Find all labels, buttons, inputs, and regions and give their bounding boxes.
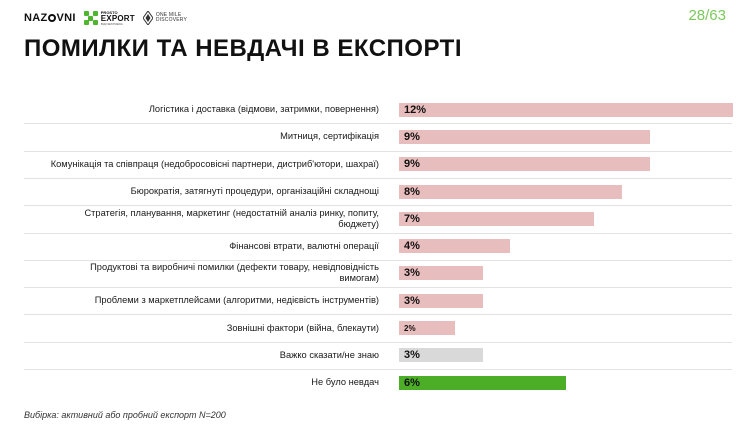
bar (399, 157, 650, 172)
data-label: 3% (404, 294, 420, 307)
data-label: 8% (404, 185, 420, 198)
category-label: Митниця, сертифікація (280, 131, 379, 142)
export-logo-line1: PROSTO (100, 9, 118, 15)
data-label: 9% (404, 130, 420, 143)
row-separator (24, 287, 732, 289)
row-separator (24, 259, 732, 261)
page-number: 28/63 (688, 7, 726, 24)
export-mark-icon (83, 11, 98, 25)
sample-footnote: Вибірка: активний або пробний експорт N=… (24, 410, 226, 420)
category-label: Комунікація та співпраця (недобросовісні… (50, 158, 379, 169)
bar (399, 239, 511, 254)
row-separator (24, 314, 732, 316)
category-label: Логістика і доставка (відмови, затримки,… (148, 104, 379, 115)
data-label: 4% (404, 240, 420, 253)
prosto-export-logo: PROSTO EXPORT ВІД NESTREDA (83, 9, 135, 26)
bar (399, 129, 650, 144)
discovery-logo-line1: ONE MILE (155, 11, 182, 18)
row-separator (24, 232, 732, 234)
data-label: 6% (404, 376, 420, 389)
row-separator (24, 150, 732, 152)
category-label: Фінансові втрати, валютні операції (229, 240, 379, 251)
row-separator (24, 177, 732, 179)
nazovni-logo: NAZ VNI (24, 12, 76, 24)
discovery-logo-line2: DISCOVERY (155, 17, 188, 23)
data-label: 9% (404, 158, 420, 171)
data-label: 12% (404, 103, 427, 116)
page-title: ПОМИЛКИ ТА НЕВДАЧІ В ЕКСПОРТІ (24, 35, 462, 62)
bar (399, 211, 594, 226)
bar-chart: Логістика і доставка (відмови, затримки,… (0, 96, 750, 396)
export-logo-line2: EXPORT (100, 13, 135, 23)
row-separator (24, 123, 732, 125)
bar (399, 293, 483, 308)
category-label: Стратегія, планування, маркетинг (недост… (84, 207, 379, 229)
nazovni-logo-o-icon (48, 14, 57, 22)
category-label: Зовнішні фактори (війна, блекаути) (226, 322, 379, 333)
bar (399, 266, 483, 281)
bar (399, 375, 566, 390)
header: NAZ VNI PROSTO EXPORT ВІД NESTREDA ONE MI… (24, 8, 187, 28)
nazovni-logo-part2: VNI (56, 12, 76, 24)
category-label: Проблеми з маркетплейсами (алгоритми, не… (94, 295, 379, 306)
category-label: Продуктові та виробничі помилки (дефекти… (90, 262, 379, 284)
discovery-logo: ONE MILE DISCOVERY (142, 11, 188, 25)
data-label: 3% (404, 267, 420, 280)
bar (399, 184, 622, 199)
row-separator (24, 205, 732, 207)
discovery-mark-icon (142, 11, 153, 25)
bar (399, 348, 483, 363)
data-label: 3% (404, 349, 420, 362)
row-separator (24, 369, 732, 370)
data-label: 2% (404, 323, 416, 333)
category-label: Бюрократія, затягнуті процедури, організ… (130, 186, 379, 197)
category-label: Важко сказати/не знаю (279, 349, 379, 360)
bar (399, 321, 455, 336)
row-separator (24, 341, 732, 343)
category-label: Не було невдач (311, 377, 379, 388)
data-label: 7% (404, 212, 420, 225)
export-logo-line3: ВІД NESTREDA (100, 21, 123, 26)
nazovni-logo-part1: NAZ (24, 12, 48, 24)
bar (399, 102, 733, 117)
